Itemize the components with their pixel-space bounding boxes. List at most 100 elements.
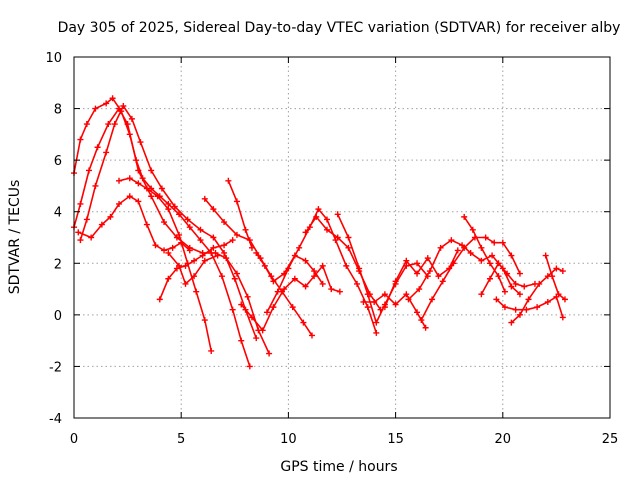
x-tick-label: 25 [602, 432, 619, 447]
data-point-marker [148, 193, 155, 200]
data-point-marker [469, 226, 476, 233]
data-point-marker [308, 332, 315, 339]
data-point-marker [248, 244, 255, 251]
data-point-marker [448, 237, 455, 244]
data-point-marker [544, 298, 551, 305]
data-point-marker [495, 260, 502, 267]
data-point-marker [482, 234, 489, 241]
data-point-marker [77, 136, 84, 143]
data-point-marker [201, 195, 208, 202]
data-point-marker [186, 247, 193, 254]
series-trace [227, 180, 253, 249]
data-point-marker [504, 270, 511, 277]
data-point-marker [135, 198, 142, 205]
data-point-marker [253, 249, 260, 256]
data-point-marker [266, 350, 273, 357]
data-point-marker [373, 329, 380, 336]
data-point-marker [178, 239, 185, 246]
x-tick-label: 0 [70, 432, 78, 447]
data-point-marker [536, 280, 543, 287]
data-point-marker [313, 213, 320, 220]
data-point-marker [281, 286, 288, 293]
data-point-marker [161, 219, 168, 226]
series-sat-b [71, 95, 253, 370]
data-point-marker [199, 252, 206, 259]
data-point-marker [270, 278, 277, 285]
data-point-marker [285, 265, 292, 272]
data-point-marker [525, 296, 532, 303]
series-sat-w [542, 252, 568, 303]
data-point-marker [86, 167, 93, 174]
x-tick-label: 20 [495, 432, 512, 447]
y-tick-label: 10 [45, 51, 62, 66]
data-point-marker [403, 291, 410, 298]
data-point-marker [495, 273, 502, 280]
data-point-marker [555, 291, 562, 298]
data-point-marker [83, 216, 90, 223]
data-point-marker [516, 270, 523, 277]
data-point-marker [165, 249, 172, 256]
data-point-marker [354, 280, 361, 287]
data-point-marker [133, 157, 140, 164]
series-trace [255, 252, 324, 285]
data-point-marker [501, 304, 508, 311]
data-point-marker [450, 260, 457, 267]
series-trace [304, 216, 382, 311]
data-point-marker [77, 200, 84, 207]
series-sat-a [71, 105, 273, 357]
data-point-marker [296, 244, 303, 251]
x-axis-label: GPS time / hours [280, 459, 397, 475]
data-point-marker [523, 306, 530, 313]
data-point-marker [210, 206, 217, 213]
data-point-marker [88, 234, 95, 241]
data-point-marker [508, 283, 515, 290]
data-point-marker [137, 139, 144, 146]
data-point-marker [499, 239, 506, 246]
data-point-marker [360, 298, 367, 305]
data-point-marker [105, 121, 112, 128]
series-sat-d [116, 175, 215, 354]
series-trace [336, 213, 429, 324]
data-point-marker [478, 244, 485, 251]
series-sat-c [77, 102, 260, 342]
data-point-marker [229, 306, 236, 313]
data-point-marker [197, 226, 204, 233]
data-point-marker [182, 280, 189, 287]
data-point-marker [454, 247, 461, 254]
data-point-marker [403, 257, 410, 264]
plot-frame [73, 56, 611, 419]
data-point-marker [218, 273, 225, 280]
data-point-marker [429, 296, 436, 303]
data-point-marker [373, 319, 380, 326]
data-point-marker [437, 244, 444, 251]
data-point-marker [246, 363, 253, 370]
data-point-marker [345, 234, 352, 241]
data-point-marker [143, 185, 150, 192]
data-point-marker [210, 234, 217, 241]
data-point-marker [364, 304, 371, 311]
data-point-marker [126, 131, 133, 138]
data-point-marker [120, 102, 127, 109]
data-point-marker [336, 288, 343, 295]
x-tick-label: 10 [280, 432, 297, 447]
data-point-marker [83, 121, 90, 128]
data-point-marker [461, 213, 468, 220]
gridlines [74, 57, 610, 418]
data-point-marker [414, 309, 421, 316]
data-point-marker [161, 247, 168, 254]
data-point-marker [208, 347, 215, 354]
data-point-marker [210, 244, 217, 251]
data-point-marker [154, 193, 161, 200]
data-point-marker [176, 231, 183, 238]
data-point-marker [302, 229, 309, 236]
data-point-marker [345, 244, 352, 251]
data-point-marker [98, 221, 105, 228]
series-sat-s [461, 213, 508, 295]
data-point-marker [291, 275, 298, 282]
data-point-marker [77, 237, 84, 244]
data-point-marker [221, 219, 228, 226]
data-point-marker [516, 291, 523, 298]
data-point-marker [92, 105, 99, 112]
data-point-marker [414, 260, 421, 267]
